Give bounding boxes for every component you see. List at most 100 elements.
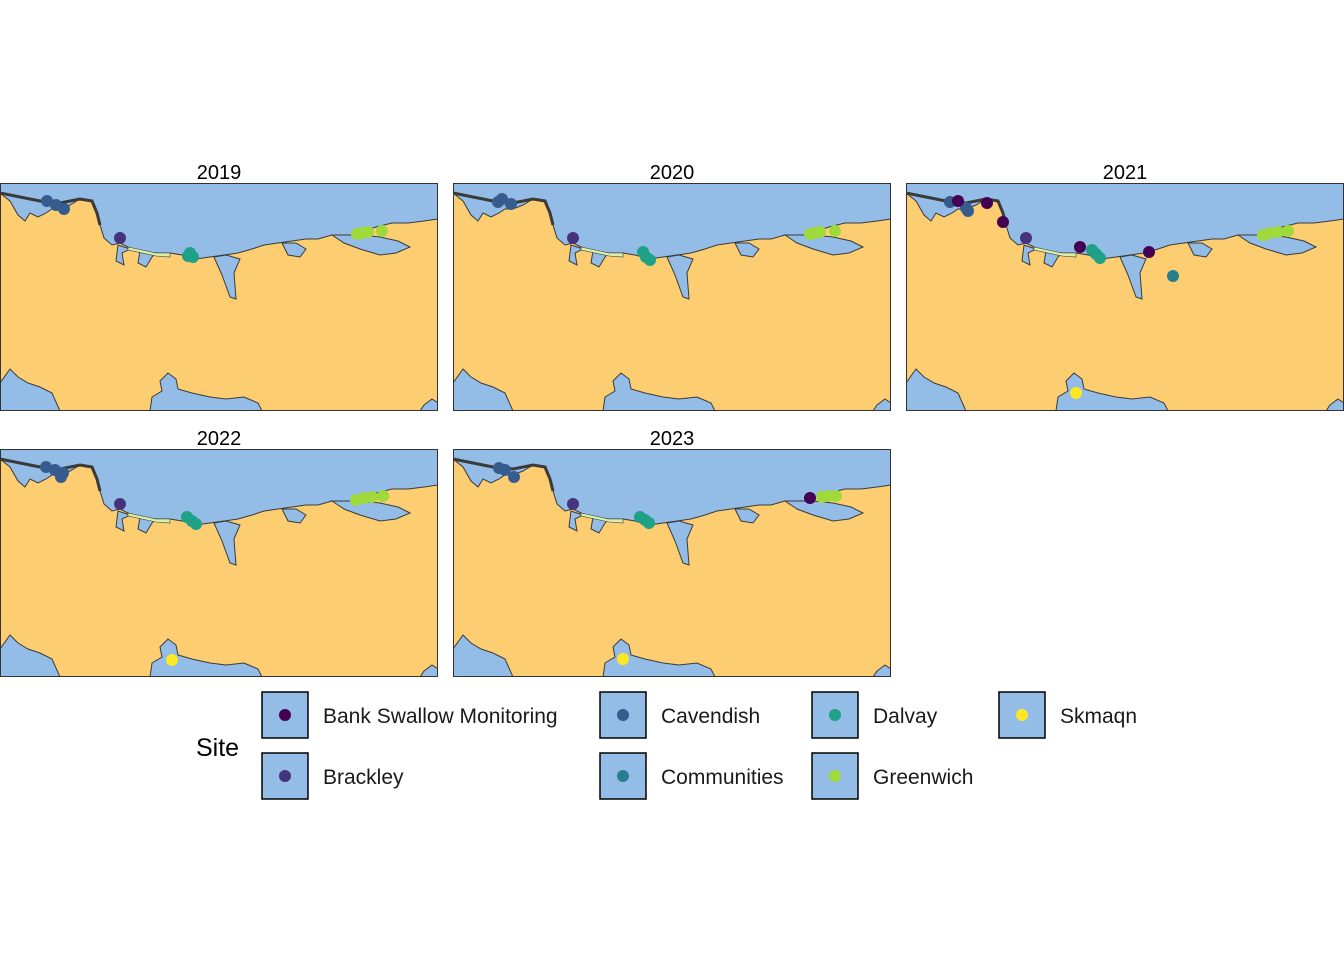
legend-swatch [617, 770, 629, 782]
bay [0, 634, 61, 677]
site-point [366, 491, 378, 503]
legend-item: Communities [599, 752, 784, 800]
bay [281, 242, 307, 258]
site-point [362, 226, 374, 238]
site-point [1167, 270, 1179, 282]
bay [666, 520, 694, 566]
site-point [567, 232, 579, 244]
map-panel-2023: 2023 [453, 428, 891, 677]
legend-key [599, 691, 647, 739]
bay [1055, 372, 1169, 411]
legend-label: Cavendish [661, 705, 760, 728]
site-point [376, 225, 388, 237]
legend-label: Skmaqn [1060, 705, 1137, 728]
site-point [1272, 226, 1284, 238]
site-point [166, 654, 178, 666]
legend-item: Skmaqn [998, 691, 1137, 739]
bay [1187, 242, 1213, 258]
legend-label: Dalvay [873, 705, 938, 728]
legend-item: Brackley [261, 752, 404, 800]
site-legend: Site Bank Swallow Monitoring Brackley Cave… [196, 691, 1137, 800]
site-point [508, 471, 520, 483]
site-point [114, 232, 126, 244]
facet-title: 2020 [650, 162, 695, 184]
site-point [499, 464, 511, 476]
site-point [617, 653, 629, 665]
site-point [114, 498, 126, 510]
legend-swatch [617, 709, 629, 721]
map-panel-2022: 2022 [0, 428, 438, 677]
legend-label: Communities [661, 766, 784, 789]
site-point [830, 490, 842, 502]
site-point [377, 490, 389, 502]
site-point [182, 250, 194, 262]
bay [602, 638, 716, 677]
site-point [1070, 387, 1082, 399]
site-point [962, 205, 974, 217]
legend-swatch [1016, 709, 1028, 721]
legend-label: Greenwich [873, 766, 973, 789]
facet-title: 2022 [197, 428, 242, 450]
coastline [0, 191, 102, 226]
facet-title: 2019 [197, 162, 242, 184]
bay [149, 372, 263, 411]
bay [453, 634, 514, 677]
marsh-strip [1033, 246, 1077, 258]
site-point [1143, 246, 1155, 258]
bay [0, 368, 61, 411]
site-point [1282, 225, 1294, 237]
bay [734, 242, 760, 258]
bay [453, 368, 514, 411]
site-point [1074, 241, 1086, 253]
bay [602, 372, 716, 411]
site-point [41, 195, 53, 207]
site-point [952, 195, 964, 207]
site-point [643, 517, 655, 529]
map-panel-2021: 2021 [906, 162, 1344, 411]
marsh-strip [580, 512, 624, 524]
facet-title: 2021 [1103, 162, 1148, 184]
facet-title: 2023 [650, 428, 695, 450]
marsh-strip [127, 512, 171, 524]
bay [666, 254, 694, 300]
map-panel-2019: 2019 [0, 162, 438, 411]
legend-item: Bank Swallow Monitoring [261, 691, 558, 739]
legend-item: Cavendish [599, 691, 760, 739]
bay [281, 508, 307, 524]
legend-label: Brackley [323, 766, 404, 789]
panel-border [0, 449, 438, 677]
site-point [1094, 252, 1106, 264]
coastline [453, 457, 555, 492]
map-panels: 2019 2020 2021 2022 2023 [0, 162, 1344, 677]
panel-border [0, 183, 438, 411]
legend-swatch [279, 770, 291, 782]
bay [149, 638, 263, 677]
legend-swatch [829, 770, 841, 782]
site-point [829, 225, 841, 237]
coastline [0, 457, 102, 492]
bay [906, 368, 967, 411]
legend-label: Bank Swallow Monitoring [323, 705, 558, 728]
marsh-strip [580, 246, 624, 258]
coastline [906, 191, 1008, 226]
bay [213, 520, 241, 566]
legend-swatch [829, 709, 841, 721]
bay [213, 254, 241, 300]
site-point [644, 254, 656, 266]
site-point [1020, 232, 1032, 244]
site-point [804, 492, 816, 504]
site-point [505, 198, 517, 210]
panel-border [453, 449, 891, 677]
bay [1119, 254, 1147, 300]
site-point [57, 467, 69, 479]
site-point [814, 226, 826, 238]
bay [734, 508, 760, 524]
panel-border [453, 183, 891, 411]
legend-title: Site [196, 734, 239, 762]
legend-item: Dalvay [811, 691, 938, 739]
legend-swatch [279, 709, 291, 721]
marsh-strip [127, 246, 171, 258]
site-point [190, 518, 202, 530]
coastline [453, 191, 555, 226]
